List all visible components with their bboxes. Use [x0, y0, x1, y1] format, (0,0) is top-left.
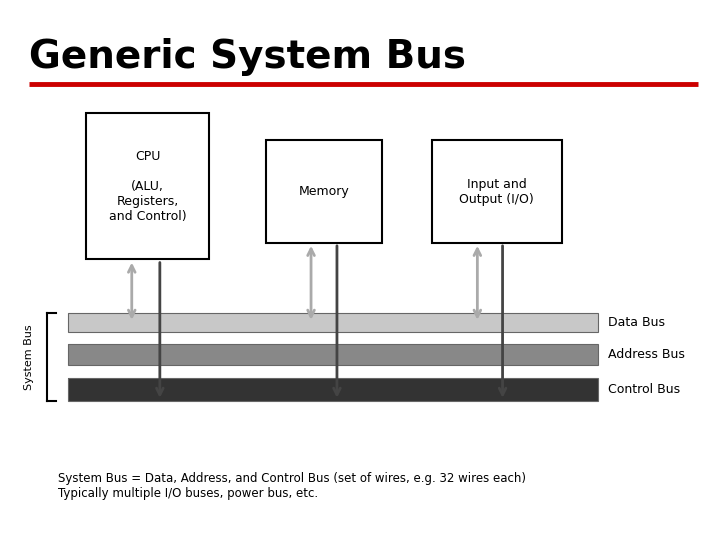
Text: Input and
Output (I/O): Input and Output (I/O)	[459, 178, 534, 206]
Text: Generic System Bus: Generic System Bus	[29, 38, 466, 76]
Text: Control Bus: Control Bus	[608, 383, 680, 396]
Bar	[68, 378, 598, 401]
Bar	[68, 313, 598, 332]
Text: Address Bus: Address Bus	[608, 348, 685, 361]
Text: System Bus = Data, Address, and Control Bus (set of wires, e.g. 32 wires each)
T: System Bus = Data, Address, and Control …	[58, 472, 526, 500]
Bar	[86, 113, 209, 259]
Text: System Bus: System Bus	[24, 324, 34, 390]
Bar	[68, 378, 598, 401]
Text: Memory: Memory	[299, 185, 349, 198]
Bar	[68, 344, 598, 365]
Bar	[266, 140, 382, 243]
Text: CPU

(ALU,
Registers,
and Control): CPU (ALU, Registers, and Control)	[109, 150, 186, 223]
Text: Data Bus: Data Bus	[608, 316, 665, 329]
Bar	[68, 313, 598, 332]
Bar	[432, 140, 562, 243]
Bar	[68, 344, 598, 365]
